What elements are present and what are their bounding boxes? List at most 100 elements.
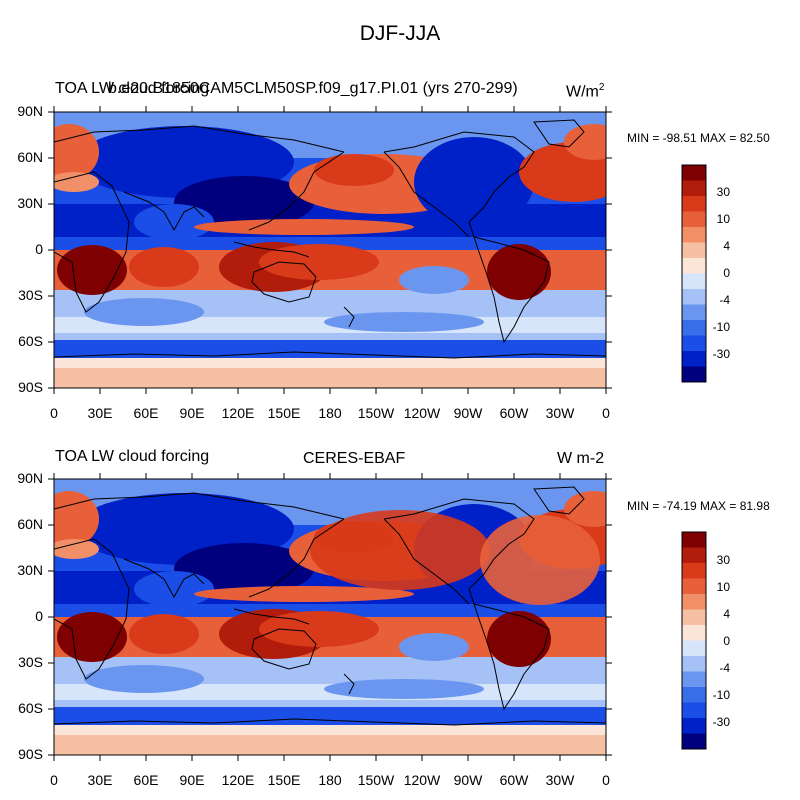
colorbar-swatch [682, 718, 706, 734]
colorbar-border [681, 164, 707, 383]
colorbar-swatch [682, 563, 706, 579]
p1-lat-30n: 30N [17, 195, 43, 211]
colorbar-swatch [682, 289, 706, 305]
p2-lon: 0 [602, 772, 610, 788]
colorbar-swatch [682, 625, 706, 641]
p2-lon: 0 [50, 772, 58, 788]
panel1-units: W/m2 [566, 82, 605, 101]
p2-lon: 180 [318, 772, 342, 788]
p1-lon: 120E [221, 405, 255, 421]
colorbar-swatch [682, 304, 706, 321]
panel1-map [54, 112, 606, 388]
colorbar-swatch [682, 211, 706, 228]
p2-lon: 30E [87, 772, 113, 788]
colorbar-border [681, 531, 707, 750]
panel2-units: W m-2 [557, 450, 605, 467]
colorbar-swatch [682, 227, 706, 243]
colorbar-swatch [682, 687, 706, 703]
p1-lat-90n: 90N [17, 103, 43, 119]
panel2-map [54, 479, 606, 755]
p2-cb-label: 0 [723, 634, 730, 648]
p2-lat-90n: 90N [17, 470, 43, 486]
p1-cb-label: 30 [716, 185, 730, 199]
colorbar-swatch [682, 640, 706, 657]
colorbar-swatch [682, 656, 706, 672]
p1-lon: 60E [133, 405, 159, 421]
colorbar-swatch [682, 242, 706, 259]
panel1-ticks [48, 106, 612, 394]
p2-lat-90s: 90S [18, 746, 43, 762]
colorbar-swatch [682, 532, 706, 548]
colorbar-swatch [682, 578, 706, 595]
p1-cb-label: 10 [716, 212, 730, 226]
panel1-left-title: TOA LW cloud forcing [55, 80, 210, 97]
p1-cb-label: -30 [712, 347, 730, 361]
colorbar-swatch [682, 609, 706, 626]
p2-lon: 120W [403, 772, 441, 788]
panel2-left-title: TOA LW cloud forcing [55, 448, 210, 465]
p1-lon: 30E [87, 405, 113, 421]
colorbar-swatch [682, 702, 706, 719]
p2-lat-0: 0 [35, 608, 43, 624]
p1-lon: 180 [318, 405, 342, 421]
p1-lon: 60W [499, 405, 529, 421]
p1-lon: 120W [403, 405, 441, 421]
colorbar-swatch [682, 273, 706, 290]
p1-cb-label: 4 [723, 239, 730, 253]
p2-lat-60n: 60N [17, 516, 43, 532]
panel2-center-title: CERES-EBAF [303, 450, 406, 467]
colorbar-swatch [682, 547, 706, 564]
colorbar-swatch [682, 320, 706, 336]
p2-lon: 60E [133, 772, 159, 788]
p2-cb-label: 4 [723, 607, 730, 621]
p1-cb-label: -4 [719, 293, 730, 307]
p2-lon: 150E [267, 772, 301, 788]
p1-lon: 90W [453, 405, 483, 421]
p1-cb-label: 0 [723, 266, 730, 280]
p2-cb-label: -10 [712, 688, 730, 702]
colorbar-swatch [682, 196, 706, 212]
colorbar-swatch [682, 671, 706, 688]
p1-lon: 150E [267, 405, 301, 421]
colorbar-swatch [682, 594, 706, 610]
p2-lon: 90W [453, 772, 483, 788]
p2-lat-30n: 30N [17, 562, 43, 578]
p2-cb-label: 30 [716, 553, 730, 567]
panel2-minmax: MIN = -74.19 MAX = 81.98 [627, 499, 770, 513]
p2-lat-30s: 30S [18, 654, 43, 670]
p2-lon: 120E [221, 772, 255, 788]
p1-cb-label: -10 [712, 320, 730, 334]
panel2-ticks [48, 473, 612, 761]
p2-cb-label: 10 [716, 580, 730, 594]
p2-cb-label: -30 [712, 715, 730, 729]
p2-lon: 150W [357, 772, 395, 788]
p1-lon: 30W [545, 405, 575, 421]
p1-lat-60n: 60N [17, 149, 43, 165]
p1-lon: 0 [50, 405, 58, 421]
colorbar-swatch [682, 165, 706, 181]
p2-cb-label: -4 [719, 661, 730, 675]
colorbar-swatch [682, 258, 706, 274]
colorbar-swatch [682, 180, 706, 197]
colorbar-swatch [682, 366, 706, 383]
p1-lon: 0 [602, 405, 610, 421]
p2-lon: 60W [499, 772, 529, 788]
p1-lon: 150W [357, 405, 395, 421]
p2-lat-60s: 60S [18, 700, 43, 716]
p2-lon: 90E [179, 772, 205, 788]
panel1-colorbar [681, 164, 707, 383]
colorbar-swatch [682, 335, 706, 352]
panel2-colorbar [681, 531, 707, 750]
panel1-minmax: MIN = -98.51 MAX = 82.50 [627, 131, 770, 145]
panel1-center-title: b.e20.B1850CAM5CLM50SP.f09_g17.PI.01 (yr… [108, 80, 518, 97]
p1-lat-0: 0 [35, 241, 43, 257]
p1-lat-60s: 60S [18, 333, 43, 349]
colorbar-swatch [682, 351, 706, 367]
p1-lon: 90E [179, 405, 205, 421]
p2-lon: 30W [545, 772, 575, 788]
figure-title: DJF-JJA [359, 22, 441, 45]
colorbar-swatch [682, 733, 706, 750]
p1-lat-90s: 90S [18, 379, 43, 395]
p1-lat-30s: 30S [18, 287, 43, 303]
